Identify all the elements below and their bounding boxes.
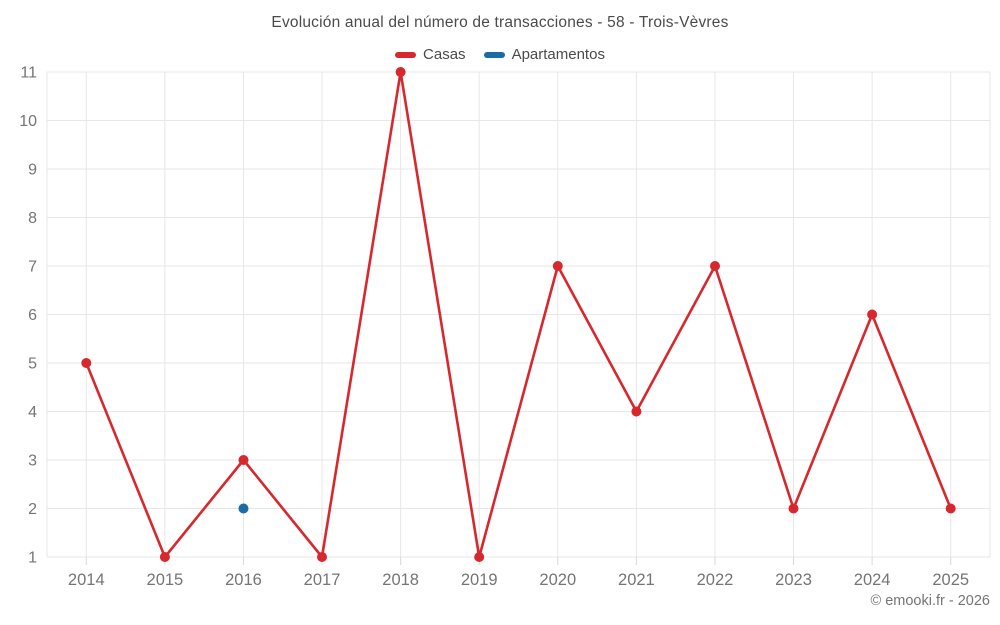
data-point-casas-2021[interactable] <box>631 406 642 417</box>
y-tick-label: 9 <box>28 162 37 179</box>
y-tick-label: 7 <box>28 259 37 276</box>
x-tick-label: 2016 <box>225 571 262 589</box>
data-point-casas-2025[interactable] <box>945 503 956 514</box>
x-tick-label: 2025 <box>932 571 969 589</box>
data-point-casas-2022[interactable] <box>710 261 720 271</box>
legend-swatch-icon <box>395 51 417 58</box>
data-point-casas-2020[interactable] <box>552 261 563 271</box>
data-point-apartamentos-2016[interactable] <box>238 503 249 514</box>
legend-label: Casas <box>423 46 466 63</box>
y-tick-label: 3 <box>28 453 37 470</box>
y-tick-label: 10 <box>19 113 37 130</box>
legend-label: Apartamentos <box>511 46 605 63</box>
x-tick-label: 2022 <box>697 571 734 589</box>
x-tick-label: 2015 <box>147 571 184 589</box>
legend-item-casas[interactable]: Casas <box>395 46 466 63</box>
legend-item-apartamentos[interactable]: Apartamentos <box>483 46 605 63</box>
x-tick-label: 2014 <box>68 571 105 589</box>
y-tick-label: 5 <box>28 356 37 373</box>
legend-swatch-icon <box>483 51 505 58</box>
y-tick-label: 1 <box>28 550 37 567</box>
data-point-casas-2015[interactable] <box>159 552 170 562</box>
x-tick-label: 2023 <box>775 571 812 589</box>
chart-title: Evolución anual del número de transaccio… <box>271 14 729 31</box>
data-point-casas-2023[interactable] <box>788 503 799 514</box>
x-tick-label: 2017 <box>304 571 341 589</box>
x-tick-label: 2020 <box>539 571 576 589</box>
x-tick-label: 2021 <box>618 571 655 589</box>
y-tick-label: 2 <box>28 501 37 518</box>
data-point-casas-2019[interactable] <box>474 552 485 562</box>
y-tick-label: 11 <box>20 65 37 82</box>
y-tick-label: 8 <box>28 210 37 227</box>
series-line-casas <box>85 70 952 559</box>
y-tick-label: 6 <box>28 307 37 324</box>
x-tick-label: 2019 <box>461 571 498 589</box>
data-point-casas-2024[interactable] <box>867 309 878 320</box>
data-point-casas-2014[interactable] <box>81 358 92 368</box>
data-point-casas-2018[interactable] <box>395 67 406 77</box>
x-tick-label: 2018 <box>382 571 419 589</box>
legend: Casas Apartamentos <box>0 46 1000 63</box>
y-tick-label: 4 <box>28 404 37 421</box>
data-point-casas-2016[interactable] <box>238 455 249 465</box>
data-point-casas-2017[interactable] <box>317 552 327 562</box>
footer-credit: © emooki.fr - 2026 <box>870 593 990 609</box>
x-tick-label: 2024 <box>854 571 891 589</box>
